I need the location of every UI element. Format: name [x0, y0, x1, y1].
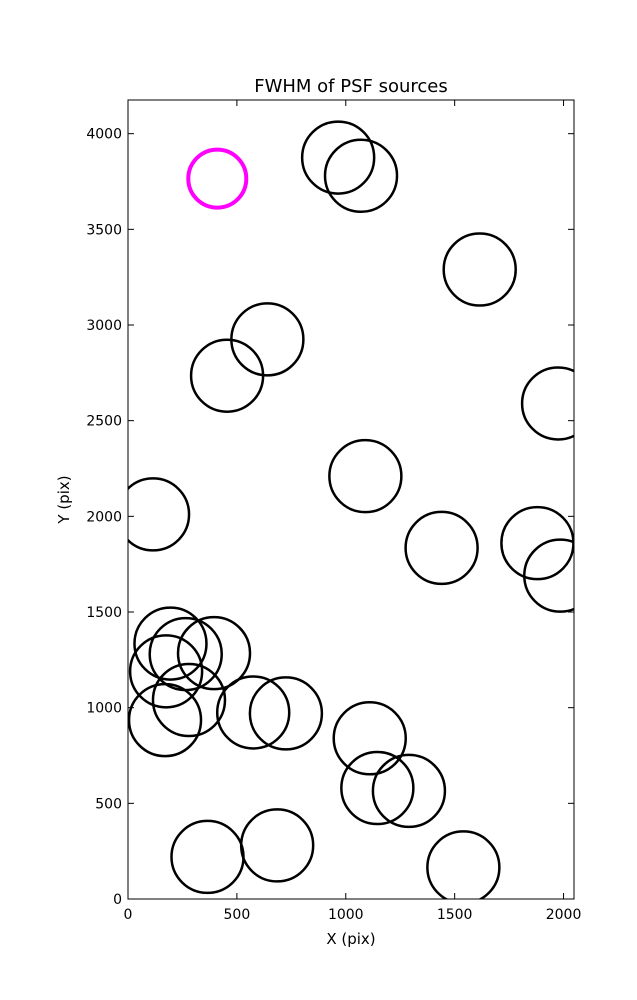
x-tick-label: 1000 — [328, 907, 364, 923]
y-tick-label: 2000 — [86, 509, 122, 525]
source-marker — [371, 753, 447, 829]
y-tick-label: 500 — [95, 796, 122, 812]
chart-title: FWHM of PSF sources — [254, 76, 448, 97]
source-marker — [426, 830, 501, 899]
y-tick-label: 3000 — [86, 318, 122, 334]
source-marker — [300, 120, 376, 195]
x-tick-label: 0 — [124, 907, 133, 923]
y-tick-label: 4000 — [86, 127, 122, 143]
y-tick-label: 3500 — [86, 222, 122, 238]
source-marker — [128, 477, 191, 552]
y-tick-label: 2500 — [86, 414, 122, 430]
y-tick-label: 0 — [113, 892, 122, 908]
source-marker — [520, 366, 574, 441]
source-marker — [151, 662, 227, 738]
source-marker — [328, 438, 403, 514]
source-marker — [442, 232, 517, 307]
source-marker — [128, 682, 203, 758]
y-axis-title: Y (pix) — [55, 475, 73, 524]
source-marker — [215, 675, 291, 750]
source-marker — [239, 808, 315, 883]
source-marker — [176, 615, 252, 691]
x-axis-title: X (pix) — [326, 930, 375, 948]
source-marker — [323, 138, 399, 214]
y-tick-label: 1000 — [86, 701, 122, 717]
x-tick-label: 500 — [224, 907, 251, 923]
chart-marks — [128, 120, 574, 899]
source-marker — [189, 338, 265, 413]
source-marker — [128, 634, 204, 709]
source-marker — [133, 606, 208, 681]
x-tick-label: 1500 — [437, 907, 473, 923]
axis-ticks: 0 500 1000 1500 2000 0 500 1000 1500 2000 2500 3000… — [86, 100, 581, 923]
x-tick-label: 2000 — [546, 907, 582, 923]
source-marker — [340, 750, 415, 826]
source-marker — [248, 676, 324, 751]
highlighted-source-marker — [186, 147, 249, 210]
plot-area — [127, 99, 575, 900]
source-marker — [332, 701, 407, 776]
source-marker — [523, 538, 574, 613]
source-marker — [404, 510, 479, 586]
y-tick-label: 1500 — [86, 605, 122, 621]
